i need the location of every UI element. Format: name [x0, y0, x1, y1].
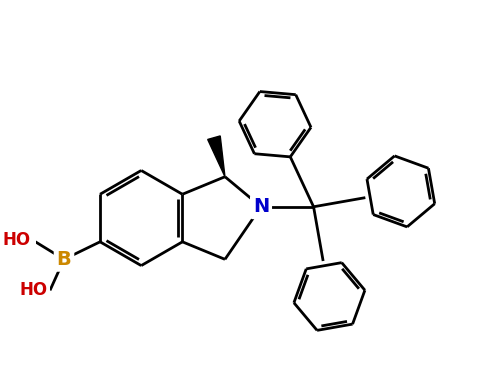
Text: HO: HO	[19, 281, 47, 299]
Text: HO: HO	[2, 231, 31, 249]
Text: B: B	[57, 250, 71, 269]
Polygon shape	[208, 136, 225, 177]
Text: N: N	[253, 197, 269, 216]
